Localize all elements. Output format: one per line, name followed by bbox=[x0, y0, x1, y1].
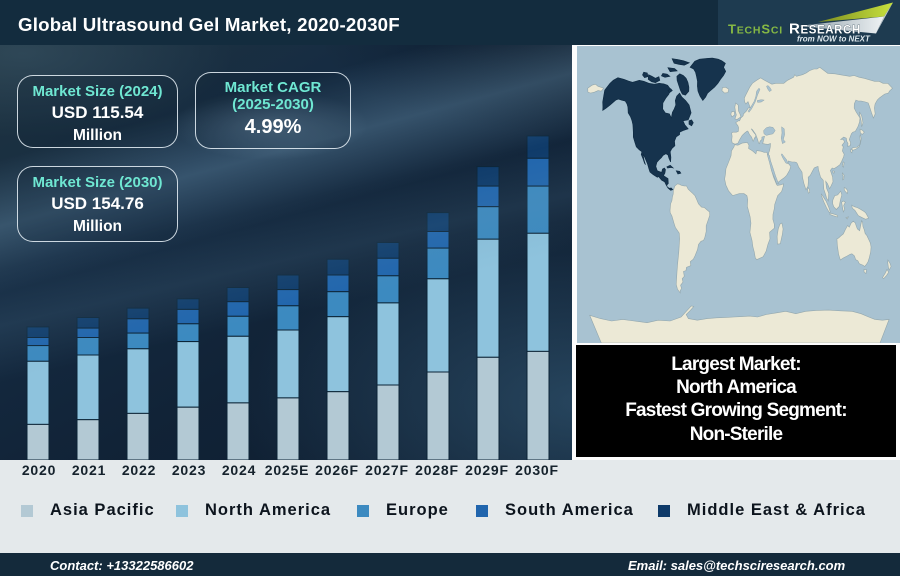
svg-text:TECHSCI: TECHSCI bbox=[728, 22, 783, 37]
svg-text:from NOW to NEXT: from NOW to NEXT bbox=[797, 35, 871, 44]
svg-text:RESEARCH: RESEARCH bbox=[789, 21, 861, 38]
